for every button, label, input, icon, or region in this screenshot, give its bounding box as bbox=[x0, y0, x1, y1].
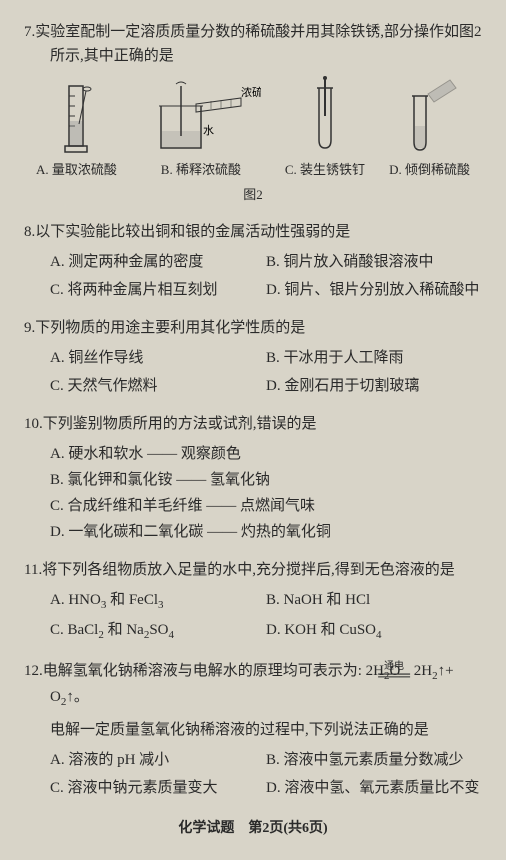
q12-opt-a: A. 溶液的 pH 减小 bbox=[50, 748, 266, 772]
q11-num: 11. bbox=[24, 562, 42, 578]
cylinder-icon bbox=[51, 76, 101, 156]
fig-c-label: C. 装生锈铁钉 bbox=[285, 160, 365, 181]
question-11: 11.将下列各组物质放入足量的水中,充分搅拌后,得到无色溶液的是 A. HNO3… bbox=[24, 558, 482, 645]
q9-options: A. 铜丝作导线 B. 干冰用于人工降雨 C. 天然气作燃料 D. 金刚石用于切… bbox=[24, 346, 482, 398]
q11-text: 将下列各组物质放入足量的水中,充分搅拌后,得到无色溶液的是 bbox=[42, 562, 455, 578]
q10-opt-b: B. 氯化钾和氯化铵 —— 氢氧化钠 bbox=[50, 468, 482, 492]
fig-c: C. 装生锈铁钉 bbox=[285, 76, 365, 181]
question-9: 9.下列物质的用途主要利用其化学性质的是 A. 铜丝作导线 B. 干冰用于人工降… bbox=[24, 316, 482, 398]
q9-opt-c: C. 天然气作燃料 bbox=[50, 374, 266, 398]
q8-opt-c: C. 将两种金属片相互刻划 bbox=[50, 278, 266, 302]
fig-d-label: D. 倾倒稀硫酸 bbox=[389, 160, 470, 181]
q9-stem: 9.下列物质的用途主要利用其化学性质的是 bbox=[24, 316, 482, 340]
q9-opt-b: B. 干冰用于人工降雨 bbox=[266, 346, 482, 370]
fig-b: 浓硫酸 水 B. 稀释浓硫酸 bbox=[141, 76, 261, 181]
fig-d: D. 倾倒稀硫酸 bbox=[389, 76, 470, 181]
q7-num: 7. bbox=[24, 24, 35, 40]
fig-a-label: A. 量取浓硫酸 bbox=[36, 160, 117, 181]
question-10: 10.下列鉴别物质所用的方法或试剂,错误的是 A. 硬水和软水 —— 观察颜色 … bbox=[24, 412, 482, 544]
q12-opt-d: D. 溶液中氢、氧元素质量比不变 bbox=[266, 776, 482, 800]
q11-opt-d: D. KOH 和 CuSO4 bbox=[266, 618, 482, 645]
q8-opt-b: B. 铜片放入硝酸银溶液中 bbox=[266, 250, 482, 274]
fig-caption: 图2 bbox=[24, 185, 482, 206]
q11-opt-c: C. BaCl2 和 Na2SO4 bbox=[50, 618, 266, 645]
q12-stem: 12.电解氢氧化钠稀溶液与电解水的原理均可表示为: 2H2O 通电═══ 2H2… bbox=[24, 659, 482, 712]
q9-num: 9. bbox=[24, 320, 35, 336]
q8-options: A. 测定两种金属的密度 B. 铜片放入硝酸银溶液中 C. 将两种金属片相互刻划… bbox=[24, 250, 482, 302]
page-footer: 化学试题 第2页(共6页) bbox=[24, 818, 482, 840]
q7-text: 实验室配制一定溶质质量分数的稀硫酸并用其除铁锈,部分操作如图2所示,其中正确的是 bbox=[35, 24, 481, 64]
q12-opt-c: C. 溶液中钠元素质量变大 bbox=[50, 776, 266, 800]
q10-opt-d: D. 一氧化碳和二氧化碳 —— 灼热的氧化铜 bbox=[50, 520, 482, 544]
q12-opt-b: B. 溶液中氢元素质量分数减少 bbox=[266, 748, 482, 772]
q10-text: 下列鉴别物质所用的方法或试剂,错误的是 bbox=[43, 416, 317, 432]
q10-num: 10. bbox=[24, 416, 43, 432]
question-8: 8.以下实验能比较出铜和银的金属活动性强弱的是 A. 测定两种金属的密度 B. … bbox=[24, 220, 482, 302]
q12-num: 12. bbox=[24, 663, 43, 679]
q8-opt-a: A. 测定两种金属的密度 bbox=[50, 250, 266, 274]
fig-b-label: B. 稀释浓硫酸 bbox=[141, 160, 261, 181]
q11-options: A. HNO3 和 FeCl3 B. NaOH 和 HCl C. BaCl2 和… bbox=[24, 588, 482, 645]
annot-water: 水 bbox=[203, 124, 214, 137]
testtube-nail-icon bbox=[305, 76, 345, 156]
q7-figures: A. 量取浓硫酸 浓硫酸 水 B. 稀释浓硫酸 bbox=[24, 76, 482, 181]
q10-opt-c: C. 合成纤维和羊毛纤维 —— 点燃闻气味 bbox=[50, 494, 482, 518]
q11-stem: 11.将下列各组物质放入足量的水中,充分搅拌后,得到无色溶液的是 bbox=[24, 558, 482, 582]
q12-stem2: 电解一定质量氢氧化钠稀溶液的过程中,下列说法正确的是 bbox=[24, 718, 482, 742]
q8-num: 8. bbox=[24, 224, 35, 240]
q9-opt-a: A. 铜丝作导线 bbox=[50, 346, 266, 370]
q7-stem: 7.实验室配制一定溶质质量分数的稀硫酸并用其除铁锈,部分操作如图2所示,其中正确… bbox=[24, 20, 482, 68]
q10-stem: 10.下列鉴别物质所用的方法或试剂,错误的是 bbox=[24, 412, 482, 436]
fig-a: A. 量取浓硫酸 bbox=[36, 76, 117, 181]
beaker-dilute-icon: 浓硫酸 水 bbox=[141, 76, 261, 156]
pour-icon bbox=[400, 76, 460, 156]
q8-text: 以下实验能比较出铜和银的金属活动性强弱的是 bbox=[35, 224, 350, 240]
question-12: 12.电解氢氧化钠稀溶液与电解水的原理均可表示为: 2H2O 通电═══ 2H2… bbox=[24, 659, 482, 800]
q12-options: A. 溶液的 pH 减小 B. 溶液中氢元素质量分数减少 C. 溶液中钠元素质量… bbox=[24, 748, 482, 800]
q8-opt-d: D. 铜片、银片分别放入稀硫酸中 bbox=[266, 278, 482, 302]
q11-opt-b: B. NaOH 和 HCl bbox=[266, 588, 482, 615]
q11-opt-a: A. HNO3 和 FeCl3 bbox=[50, 588, 266, 615]
q9-text: 下列物质的用途主要利用其化学性质的是 bbox=[35, 320, 305, 336]
q9-opt-d: D. 金刚石用于切割玻璃 bbox=[266, 374, 482, 398]
q8-stem: 8.以下实验能比较出铜和银的金属活动性强弱的是 bbox=[24, 220, 482, 244]
q10-opt-a: A. 硬水和软水 —— 观察颜色 bbox=[50, 442, 482, 466]
annot-acid: 浓硫酸 bbox=[241, 85, 261, 99]
question-7: 7.实验室配制一定溶质质量分数的稀硫酸并用其除铁锈,部分操作如图2所示,其中正确… bbox=[24, 20, 482, 206]
q10-options: A. 硬水和软水 —— 观察颜色 B. 氯化钾和氯化铵 —— 氢氧化钠 C. 合… bbox=[24, 442, 482, 544]
